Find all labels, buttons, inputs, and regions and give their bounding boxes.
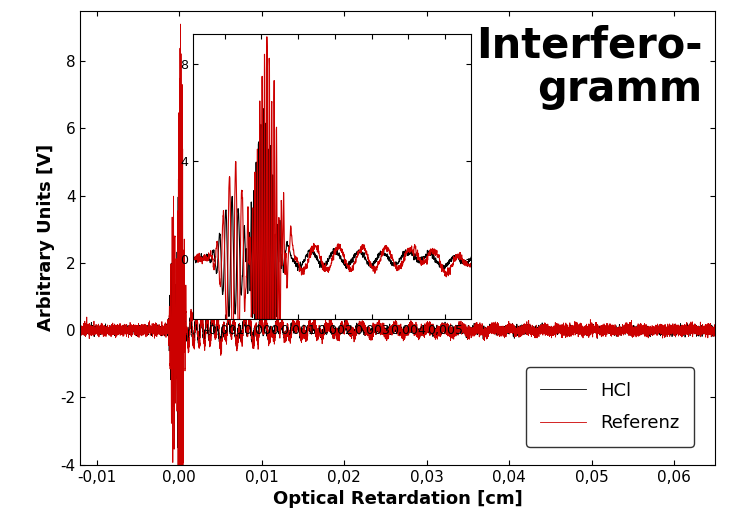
Line: Referenz: Referenz [80,24,715,528]
Referenz [402,329,410,335]
Referenz [240,311,249,317]
HCl [76,326,85,332]
HCl [240,321,249,327]
Line: HCl: HCl [80,124,715,528]
HCl [170,353,179,359]
HCl [110,324,118,330]
Referenz [711,322,720,328]
Referenz [110,326,118,332]
HCl [410,322,419,328]
Referenz [462,326,471,332]
HCl [175,120,184,127]
X-axis label: Optical Retardation [cm]: Optical Retardation [cm] [273,490,523,508]
Referenz [410,325,419,331]
Referenz [176,21,185,27]
Referenz [76,332,85,338]
HCl [402,327,410,334]
Text: Interfero-
gramm: Interfero- gramm [476,24,703,110]
HCl [462,330,471,336]
HCl [711,329,720,335]
Referenz [170,345,179,351]
Y-axis label: Arbitrary Units [V]: Arbitrary Units [V] [36,144,55,331]
Legend: HCl, Referenz: HCl, Referenz [526,367,694,447]
